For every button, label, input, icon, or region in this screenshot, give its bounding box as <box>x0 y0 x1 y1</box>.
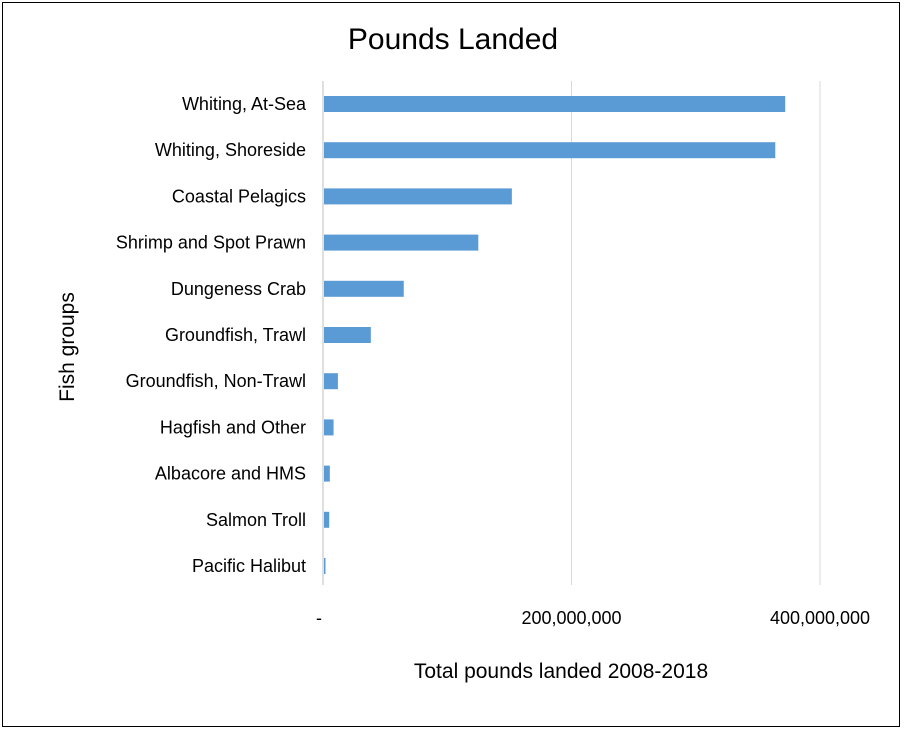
bar <box>324 373 338 390</box>
x-axis-title: Total pounds landed 2008-2018 <box>414 660 708 683</box>
category-labels: Whiting, At-Sea Whiting, Shoreside Coastal… <box>116 94 307 576</box>
category-label: Shrimp and Spot Prawn <box>116 233 306 253</box>
bar <box>324 465 330 482</box>
category-label: Hagfish and Other <box>160 417 306 437</box>
x-tick-label: - <box>316 608 322 628</box>
category-label: Salmon Troll <box>206 510 306 530</box>
bar <box>324 280 404 297</box>
y-axis-title: Fish groups <box>56 292 79 402</box>
category-label: Whiting, Shoreside <box>155 140 306 160</box>
bars <box>324 96 786 574</box>
bar <box>324 96 786 112</box>
bar <box>324 511 330 528</box>
category-label: Albacore and HMS <box>155 464 306 484</box>
bar <box>324 188 512 205</box>
bar-chart: Whiting, At-Sea Whiting, Shoreside Coastal… <box>56 23 870 683</box>
bar <box>324 419 334 436</box>
x-tick-label: 200,000,000 <box>521 608 621 628</box>
bar <box>324 234 479 251</box>
bar <box>324 142 776 159</box>
category-label: Dungeness Crab <box>171 279 306 299</box>
bar <box>324 327 371 343</box>
category-label: Groundfish, Non-Trawl <box>126 371 306 391</box>
category-label: Groundfish, Trawl <box>165 325 306 345</box>
category-label: Pacific Halibut <box>192 556 306 576</box>
chart-title: Pounds Landed <box>348 23 558 56</box>
category-label: Whiting, At-Sea <box>182 94 307 114</box>
x-tick-label: 400,000,000 <box>770 608 870 628</box>
gridlines <box>322 81 821 585</box>
x-tick-labels: - 200,000,000 400,000,000 <box>316 608 870 628</box>
category-label: Coastal Pelagics <box>172 186 306 206</box>
bar <box>324 558 326 574</box>
